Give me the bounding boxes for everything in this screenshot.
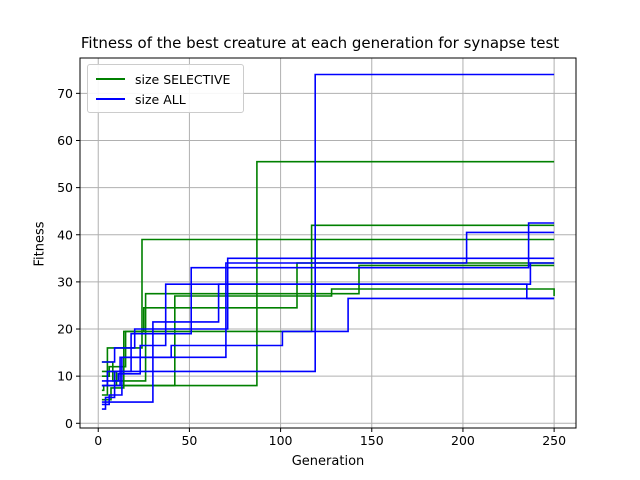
series-line-selective-4 [101,264,555,382]
plot-area [80,58,576,428]
series-line-all-12 [101,297,555,387]
x-tick-label: 200 [451,433,475,448]
series-layer [101,73,555,410]
legend-label-selective: size SELECTIVE [135,71,231,87]
y-tick-label: 40 [57,227,73,242]
y-tick-label: 0 [65,416,73,431]
y-tick-label: 30 [57,274,73,289]
legend-label-all: size ALL [135,91,186,107]
chart-title: Fitness of the best creature at each gen… [80,34,560,52]
legend-item-all: size ALL [96,91,186,107]
legend-item-selective: size SELECTIVE [96,71,230,87]
legend-swatch-selective [96,78,125,80]
series-line-all-6 [101,73,555,410]
y-tick-label: 20 [57,322,73,337]
ticks: 0 50 100 150 200 250 0 10 20 30 40 50 60 70 [57,86,566,448]
legend: size SELECTIVE size ALL [87,64,244,113]
plot-frame [79,57,577,429]
x-tick-label: 150 [360,433,384,448]
series-line-selective-5 [101,288,555,387]
y-tick-label: 10 [57,369,73,384]
series-line-all-9 [101,257,555,363]
series-line-selective-2 [101,224,555,377]
x-tick-label: 100 [269,433,293,448]
series-line-selective-3 [101,262,555,401]
x-tick-label: 50 [181,433,197,448]
y-tick-label: 60 [57,133,73,148]
legend-swatch-all [96,98,125,100]
series-line-all-7 [101,222,555,387]
series-line-selective-0 [101,160,555,392]
x-tick-label: 0 [94,433,102,448]
y-tick-label: 70 [57,86,73,101]
x-axis-label: Generation [291,454,365,469]
y-tick-label: 50 [57,180,73,195]
x-tick-label: 250 [542,433,566,448]
series-line-all-11 [101,283,555,403]
y-axis-label: Fitness [32,221,48,267]
series-line-all-8 [101,231,555,406]
